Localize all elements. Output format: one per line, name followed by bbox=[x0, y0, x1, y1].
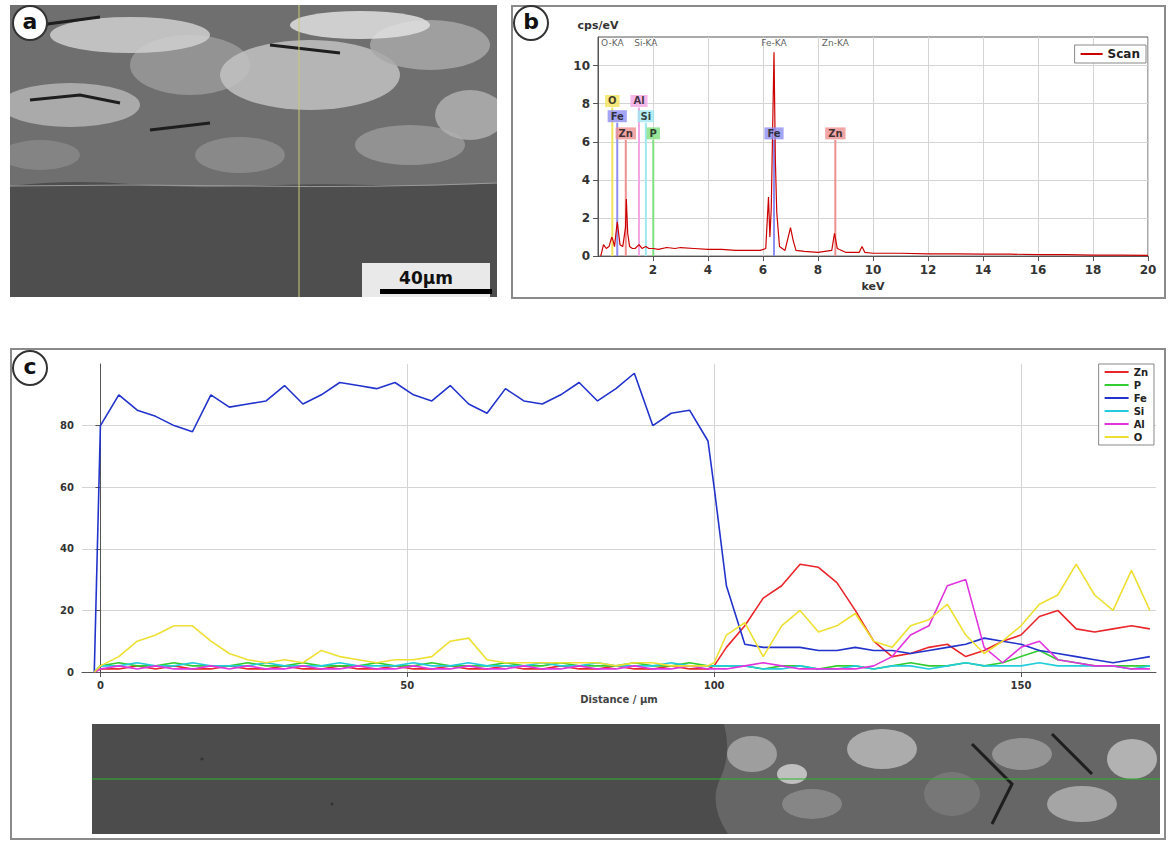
svg-text:Zn-KA: Zn-KA bbox=[822, 38, 850, 48]
svg-text:P: P bbox=[1134, 380, 1141, 391]
svg-text:6: 6 bbox=[582, 135, 590, 149]
svg-text:Al: Al bbox=[1134, 419, 1145, 430]
svg-text:50: 50 bbox=[400, 680, 414, 691]
svg-text:Fe-KA: Fe-KA bbox=[761, 38, 787, 48]
html-text:b: b bbox=[523, 9, 539, 34]
svg-text:Fe: Fe bbox=[1134, 393, 1147, 404]
svg-text:14: 14 bbox=[975, 263, 992, 277]
svg-text:Fe: Fe bbox=[611, 111, 624, 122]
svg-text:12: 12 bbox=[920, 263, 937, 277]
svg-text:Si: Si bbox=[1134, 406, 1145, 417]
svg-text:P: P bbox=[650, 128, 657, 139]
svg-text:2: 2 bbox=[582, 211, 590, 225]
svg-text:10: 10 bbox=[865, 263, 882, 277]
svg-text:60: 60 bbox=[60, 482, 74, 493]
svg-text:20: 20 bbox=[1140, 263, 1157, 277]
svg-text:8: 8 bbox=[814, 263, 822, 277]
svg-text:Zn: Zn bbox=[828, 128, 842, 139]
svg-text:Zn: Zn bbox=[1134, 367, 1148, 378]
svg-text:Fe: Fe bbox=[767, 128, 780, 139]
svg-text:0: 0 bbox=[582, 249, 590, 263]
svg-text:4: 4 bbox=[704, 263, 712, 277]
svg-text:Al: Al bbox=[633, 95, 644, 106]
svg-text:2: 2 bbox=[649, 263, 657, 277]
svg-text:Zn: Zn bbox=[619, 128, 633, 139]
svg-text:O-KA: O-KA bbox=[601, 38, 624, 48]
svg-text:0: 0 bbox=[67, 667, 74, 678]
html-text:c: c bbox=[23, 354, 37, 379]
svg-text:18: 18 bbox=[1085, 263, 1102, 277]
svg-text:80: 80 bbox=[60, 420, 74, 431]
svg-text:O: O bbox=[1134, 432, 1143, 443]
svg-text:Scan: Scan bbox=[1108, 47, 1140, 61]
svg-text:4: 4 bbox=[582, 173, 590, 187]
svg-text:Si: Si bbox=[641, 111, 652, 122]
svg-text:0: 0 bbox=[97, 680, 104, 691]
svg-text:20: 20 bbox=[60, 605, 74, 616]
svg-text:O: O bbox=[608, 95, 617, 106]
svg-text:cps/eV: cps/eV bbox=[578, 19, 619, 32]
svg-text:16: 16 bbox=[1030, 263, 1047, 277]
html-text:a: a bbox=[22, 9, 38, 34]
svg-text:Distance / μm: Distance / μm bbox=[580, 694, 657, 705]
svg-text:keV: keV bbox=[862, 280, 885, 293]
svg-text:6: 6 bbox=[759, 263, 767, 277]
svg-text:Si-KA: Si-KA bbox=[634, 38, 658, 48]
svg-text:10: 10 bbox=[573, 59, 590, 73]
svg-text:8: 8 bbox=[582, 97, 590, 111]
svg-text:40μm: 40μm bbox=[399, 268, 453, 288]
svg-text:150: 150 bbox=[1011, 680, 1032, 691]
svg-text:40: 40 bbox=[60, 543, 74, 554]
svg-text:100: 100 bbox=[704, 680, 725, 691]
